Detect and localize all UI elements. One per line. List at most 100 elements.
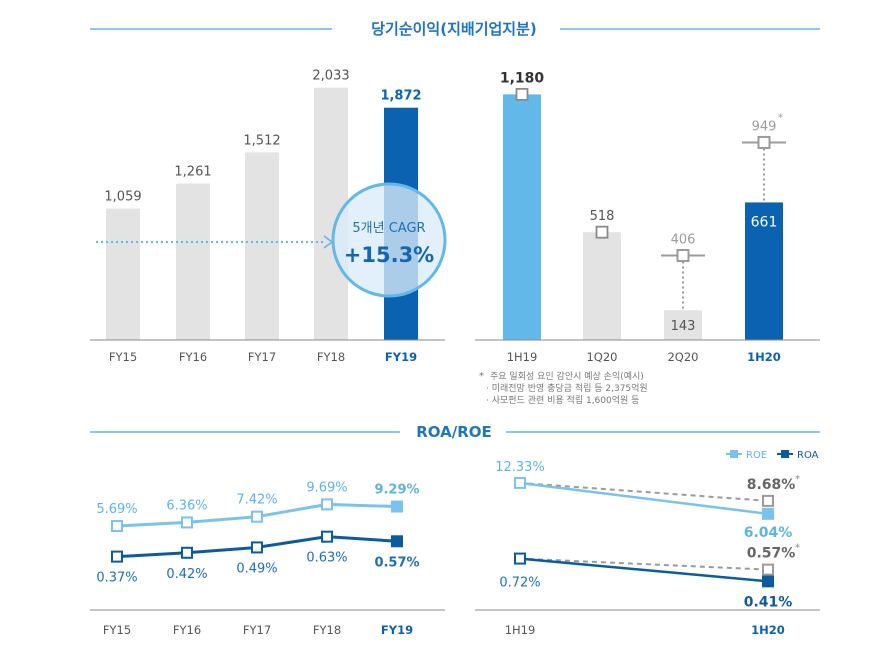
period-category-label: 1H19 [507, 350, 538, 364]
footnote-line-1: 주요 일회성 요인 감안시 예상 손익(예시) [490, 370, 644, 382]
roa-roe-legend: ROE ROA [726, 450, 819, 461]
period-value-label: 1,180 [500, 70, 545, 86]
series-line-roa [519, 557, 769, 583]
section2-header: ROA/ROE [90, 423, 820, 441]
series-label-roa: 0.37% [96, 571, 137, 586]
period-roa-category-label: 1H20 [751, 623, 785, 637]
annual-value-label: 1,261 [174, 165, 211, 180]
period-net-income-chart: 1,180 518 406 143 949* 661 1H19 1Q20 2Q20 1H20 [475, 70, 820, 364]
adjusted-label-roa: 0.57% [747, 546, 796, 562]
period-bar-1h20 [745, 202, 783, 340]
period-category-labels: 1H19 1Q20 2Q20 1H20 [507, 350, 781, 364]
period-category-label: 1H20 [747, 350, 781, 364]
series-point-roe [514, 476, 526, 489]
annual-series-labels: 5.69% 6.36% 7.42% 9.69% 9.29% 0.37% 0.42% 0.49%… [96, 480, 419, 585]
adjusted-point-roe [762, 494, 774, 507]
annual-series-points [111, 498, 403, 563]
legend-roa-label: ROA [797, 450, 819, 461]
annual-value-label: 1,512 [243, 133, 280, 148]
adjusted-asterisk: * [778, 112, 783, 123]
period-bar-1q20 [583, 232, 621, 340]
adjusted-asterisk: * [795, 474, 800, 485]
series-line-roe [519, 481, 769, 516]
series-point-roa [181, 546, 193, 559]
adjusted-marker [757, 135, 771, 149]
annual-roa-category-label: FY18 [313, 623, 341, 637]
annual-roa-category-labels: FY15 FY16 FY17 FY18 FY19 [103, 623, 413, 637]
period-roa-category-labels: 1H19 1H20 [505, 623, 785, 637]
adjusted-line-roa [519, 557, 769, 571]
annual-category-label: FY17 [248, 350, 276, 364]
section2-title: ROA/ROE [416, 423, 492, 441]
series-point-roe [251, 510, 263, 523]
annual-roa-category-label: FY17 [243, 623, 271, 637]
adjusted-label-roe: 8.68% [747, 477, 796, 493]
series-label-roe: 7.42% [236, 493, 277, 508]
cagr-circle [331, 182, 447, 298]
series-label-roa: 0.72% [499, 576, 540, 591]
adjusted-point-roa [762, 563, 774, 576]
series-point-roa [251, 541, 263, 554]
footnote-marker: * [479, 371, 484, 382]
adjusted-value-label: 406 [671, 232, 696, 247]
series-point-roa [321, 530, 333, 543]
annual-value-labels: 1,059 1,261 1,512 2,033 1,872 [104, 69, 421, 205]
series-point-roe [181, 516, 193, 529]
value-marker [515, 87, 529, 101]
series-point-roa [514, 552, 526, 565]
section1-header: 당기순이익(지배기업지분) [90, 20, 820, 38]
annual-bar-fy15 [106, 208, 140, 340]
period-roa-roe-chart: 12.33%6.04%8.68% *0.72%0.41%0.57% * 1H19 1H… [475, 460, 820, 637]
period-bar-2q20 [664, 310, 702, 340]
period-value-label: 518 [590, 209, 615, 224]
annual-roa-roe-chart: 5.69% 6.36% 7.42% 9.69% 9.29% 0.37% 0.42% 0.49%… [90, 480, 445, 637]
series-label-roe: 5.69% [96, 502, 137, 517]
series-label-roe: 6.04% [744, 525, 793, 541]
annual-value-label: 1,059 [104, 190, 141, 205]
annual-category-label: FY19 [385, 350, 417, 364]
period-adjusted-markers [661, 135, 786, 311]
period-value-label: 661 [751, 214, 778, 230]
series-point-roa [111, 550, 123, 563]
adjusted-marker [676, 248, 690, 262]
period-series-labels: 12.33%6.04%8.68% *0.72%0.41%0.57% * [495, 460, 800, 610]
series-point-roe [762, 507, 774, 520]
series-point-roa [762, 575, 774, 588]
footnote: * 주요 일회성 요인 감안시 예상 손익(예시) · 미래전망 반영 충당금 … [479, 370, 648, 406]
annual-value-label: 1,872 [380, 89, 421, 104]
series-label-roe: 9.29% [374, 483, 419, 498]
adjusted-line-roe [519, 481, 769, 502]
period-category-label: 1Q20 [586, 350, 617, 364]
period-series-lines [519, 481, 769, 583]
annual-value-label: 2,033 [312, 69, 349, 84]
series-label-roa: 0.49% [236, 561, 277, 576]
series-point-roe [321, 498, 333, 511]
series-label-roe: 9.69% [306, 480, 347, 495]
period-bar-1h19 [503, 94, 541, 340]
annual-roa-category-label: FY15 [103, 623, 131, 637]
adjusted-asterisk: * [795, 543, 800, 554]
annual-category-label: FY15 [109, 350, 137, 364]
series-label-roe: 6.36% [166, 498, 207, 513]
period-value-label: 143 [671, 319, 696, 334]
period-value-labels: 1,180 518 406 143 949* 661 [500, 70, 783, 334]
series-label-roa: 0.63% [306, 551, 347, 566]
series-point-roa [391, 535, 403, 548]
footnote-line-2: · 미래전망 반영 충당금 적립 등 2,375억원 [486, 382, 648, 394]
series-label-roe: 12.33% [495, 460, 545, 475]
section1-title: 당기순이익(지배기업지분) [371, 20, 537, 38]
series-point-roe [111, 520, 123, 533]
annual-bar-fy17 [245, 152, 279, 340]
series-label-roa: 0.57% [374, 555, 419, 570]
annual-bar-fy16 [176, 183, 210, 340]
cagr-label: 5개년 CAGR [352, 221, 425, 236]
annual-category-label: FY18 [317, 350, 345, 364]
period-bars [503, 87, 783, 340]
period-roa-category-label: 1H19 [505, 623, 536, 637]
legend-roa-swatch [781, 450, 789, 458]
series-label-roa: 0.41% [744, 594, 793, 610]
cagr-value: +15.3% [344, 243, 434, 267]
legend-roe-label: ROE [746, 450, 767, 461]
